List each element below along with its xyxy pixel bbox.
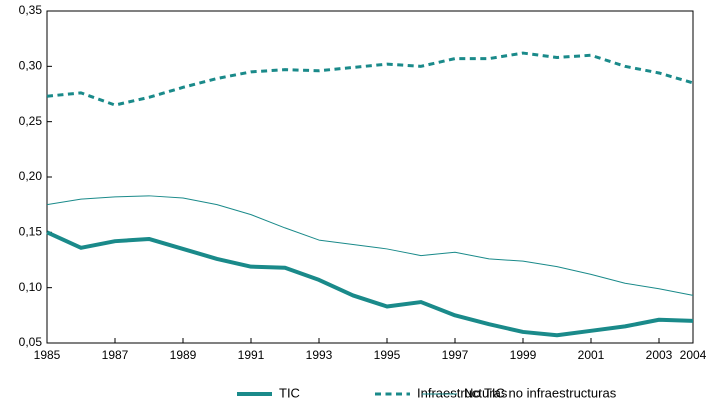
x-tick-label: 1985	[34, 348, 61, 362]
legend-label: No TIC no infraestructuras	[464, 385, 617, 400]
line-series	[46, 195, 694, 296]
x-tick-label: 1989	[170, 348, 197, 362]
x-tick-label: 2003	[646, 348, 673, 362]
x-tick-label: 1999	[510, 348, 537, 362]
x-tick-label: 2001	[578, 348, 605, 362]
x-tick-label: 1993	[306, 348, 333, 362]
y-tick-label: 0,30	[19, 59, 43, 73]
x-tick-label: 1987	[102, 348, 129, 362]
x-tick-label: 1997	[442, 348, 469, 362]
y-tick-label: 0,05	[19, 335, 43, 349]
legend-label: Infraestructuras	[417, 385, 508, 400]
legend-label: TIC	[279, 385, 300, 400]
y-tick-label: 0,25	[19, 114, 43, 128]
y-tick-label: 0,20	[19, 169, 43, 183]
y-tick-label: 0,10	[19, 280, 43, 294]
line-series	[46, 230, 694, 338]
x-tick-label: 2004	[680, 348, 707, 362]
y-tick-label: 0,35	[19, 3, 43, 17]
plot-frame	[46, 10, 694, 344]
y-tick-label: 0,15	[19, 225, 43, 239]
line-series	[46, 51, 694, 107]
x-tick-label: 1995	[374, 348, 401, 362]
x-tick-label: 1991	[238, 348, 265, 362]
